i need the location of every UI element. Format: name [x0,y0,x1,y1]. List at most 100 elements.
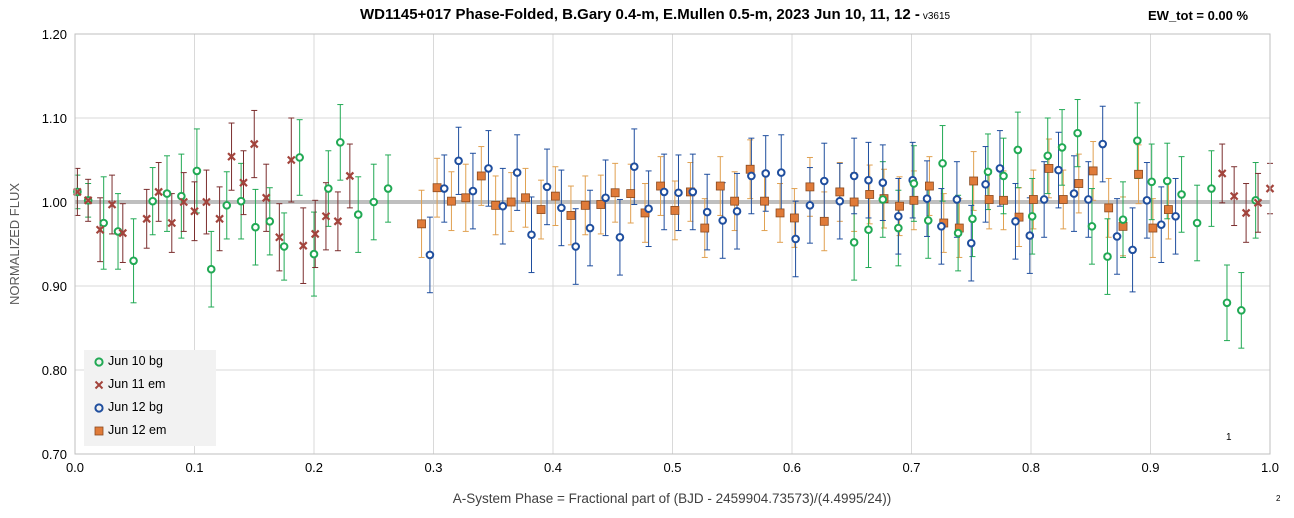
data-point-square [1044,163,1054,173]
data-point-circle [222,201,232,210]
data-point-circle [923,216,933,225]
data-point-circle [251,222,260,232]
filled-square-icon [94,426,104,436]
legend: Jun 10 bg Jun 11 em Jun 12 bg Jun 12 em [84,350,216,446]
x-tick-label: 1.0 [1261,460,1279,475]
data-point-x [310,229,320,239]
data-point-x [154,187,163,197]
open-circle-icon [94,357,104,367]
plot-frame [74,33,1271,455]
data-point-circle [791,234,800,244]
data-point-square [1028,195,1038,204]
data-point-circle [148,196,157,206]
data-point-circle [952,195,962,204]
data-point-square [1088,166,1098,176]
x-tick-label: 0.8 [1022,460,1040,475]
data-point-x [249,139,259,149]
data-point-circle [864,175,873,185]
data-point-x [142,214,151,224]
x-tick-label: 0.5 [663,460,681,475]
data-point-circle [324,184,333,193]
data-point-square [476,171,486,181]
data-point-square [999,195,1008,205]
data-point-x [321,212,331,221]
data-point-circle [1087,222,1097,231]
data-point-circle [1027,211,1037,221]
data-point-circle [383,184,393,193]
data-point-circle [968,214,977,224]
data-point-circle [688,187,698,197]
data-point-circle [439,184,449,193]
data-point-circle [236,196,246,206]
data-point-x [107,200,117,209]
data-point-square [626,189,636,199]
data-point-circle [702,207,712,217]
data-point-square [849,197,859,207]
data-point-circle [498,201,508,211]
data-point-circle [718,216,727,225]
data-point-circle [999,171,1008,181]
data-point-x [83,196,93,205]
data-point-circle [527,230,536,240]
data-markers [73,128,1275,315]
data-point-circle [309,249,319,259]
legend-item-jun10: Jun 10 bg [94,354,163,368]
data-point-circle [644,204,653,214]
data-point-square [596,200,606,209]
y-axis-ticks: 0.70 0.80 0.90 1.00 1.10 1.20 [42,27,67,462]
data-point-circle [1069,189,1079,198]
data-point-circle [615,232,625,242]
data-point-square [447,196,456,206]
data-point-x [298,241,308,250]
data-point-circle [878,195,888,204]
version-tag: v3615 [922,11,951,22]
chart-title-text: WD1145+017 Phase-Folded, B.Gary 0.4-m, E… [360,6,920,23]
data-point-circle [1156,220,1166,229]
data-point-square [670,205,680,215]
data-point-square [550,191,560,201]
data-point-circle [966,238,976,248]
data-point-circle [1054,165,1063,175]
data-point-square [1134,169,1143,179]
x-axis-label: A-System Phase = Fractional part of (BJD… [453,491,892,506]
data-point-square [909,195,919,205]
data-point-square [506,197,516,207]
grid [75,34,1270,454]
data-point-x [261,193,271,203]
ew-total-label: EW_tot = 0.00 % [1148,8,1249,23]
data-point-x [227,152,236,161]
data-point-circle [468,186,478,196]
data-point-square [1104,203,1114,213]
data-point-circle [659,187,669,197]
data-point-circle [206,264,216,274]
y-tick-label: 1.20 [42,27,67,42]
data-point-circle [995,164,1005,173]
data-point-circle [819,176,829,186]
data-point-circle [1133,136,1142,145]
data-point-x [215,214,224,224]
data-point-square [805,182,815,192]
y-tick-label: 1.00 [42,195,67,210]
data-point-circle [1073,128,1082,138]
data-point-circle [1171,211,1180,221]
data-point-square [895,201,904,211]
data-point-circle [674,188,683,198]
data-point-circle [1043,151,1053,161]
y-axis-label: NORMALIZED FLUX [7,183,22,305]
data-point-x [1229,191,1239,201]
data-point-square [700,223,710,233]
data-point-x [333,217,343,226]
x-tick-label: 0.0 [66,460,84,475]
data-point-square [775,208,785,218]
data-point-circle [1237,306,1246,315]
data-point-x [287,155,296,165]
data-point-x [167,218,177,228]
data-point-x [118,228,128,238]
data-point-circle [983,167,993,177]
data-point-circle [454,156,463,166]
data-point-circle [335,138,345,147]
data-point-circle [1057,143,1067,152]
data-point-square [730,196,740,206]
data-point-circle [878,178,888,187]
